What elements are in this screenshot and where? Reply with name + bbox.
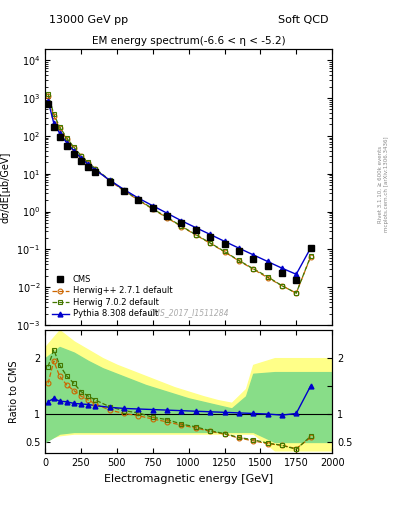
Text: CMS_2017_I1511284: CMS_2017_I1511284 <box>149 308 229 317</box>
Text: Soft QCD: Soft QCD <box>278 15 328 26</box>
Text: 13000 GeV pp: 13000 GeV pp <box>49 15 128 26</box>
Y-axis label: Ratio to CMS: Ratio to CMS <box>9 360 19 423</box>
Y-axis label: dσ/dE[μb/GeV]: dσ/dE[μb/GeV] <box>1 151 11 223</box>
Legend: CMS, Herwig++ 2.7.1 default, Herwig 7.0.2 default, Pythia 8.308 default: CMS, Herwig++ 2.7.1 default, Herwig 7.0.… <box>50 272 175 321</box>
Text: mcplots.cern.ch [arXiv:1306.3436]: mcplots.cern.ch [arXiv:1306.3436] <box>384 137 389 232</box>
Text: Rivet 3.1.10, ≥ 600k events: Rivet 3.1.10, ≥ 600k events <box>378 146 383 223</box>
Title: EM energy spectrum(-6.6 < η < -5.2): EM energy spectrum(-6.6 < η < -5.2) <box>92 36 285 47</box>
X-axis label: Electromagnetic energy [GeV]: Electromagnetic energy [GeV] <box>104 474 273 483</box>
